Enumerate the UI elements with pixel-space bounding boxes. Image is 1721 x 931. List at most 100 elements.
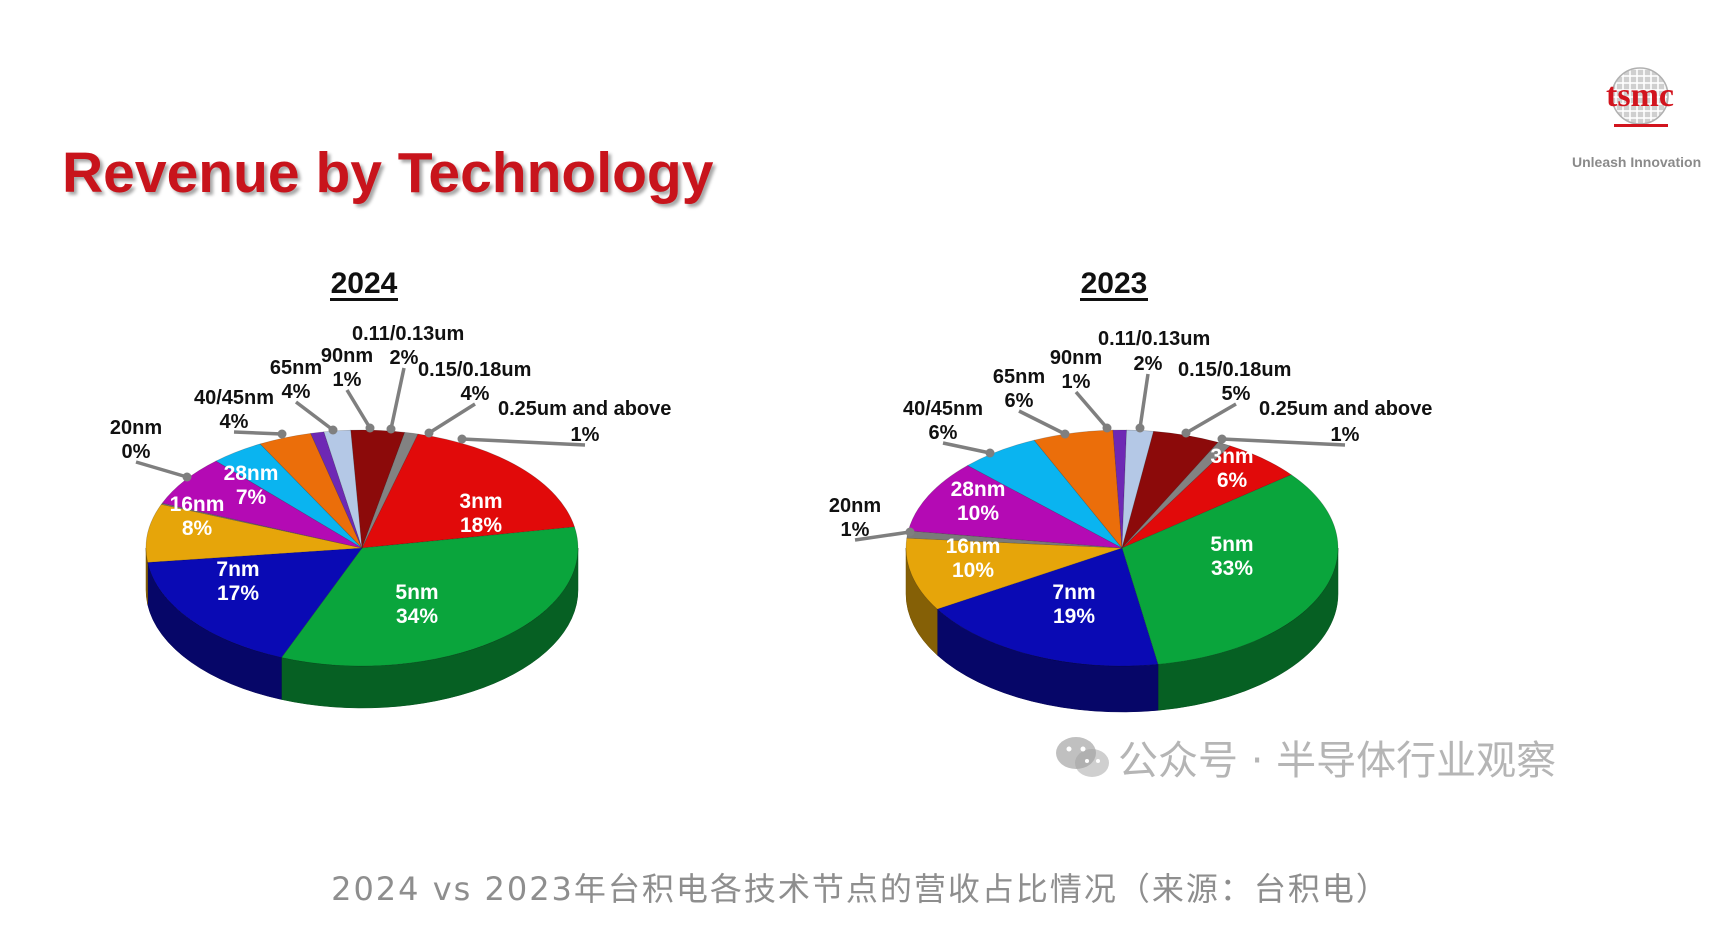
slice-value-3nm: 18% [460,514,502,537]
slice-label-20nm: 20nm [110,417,162,439]
slice-label-3nm: 3nm [459,490,502,513]
leader-dot-90nm [365,423,375,433]
pie-slice-5nm [1121,474,1339,665]
pie-slice-3nm [361,433,575,549]
leader-line-0-15-0-18um [1185,402,1237,435]
slice-value-3nm: 6% [1217,469,1248,492]
pie-slice-65nm [259,433,363,549]
slice-value-0-11-0-13um: 2% [1134,353,1163,375]
leader-line-90nm [345,389,372,429]
pie-slice-16nm [145,503,363,563]
slice-value-0-15-0-18um: 4% [461,383,490,405]
slice-label-16nm: 16nm [946,535,1001,558]
chart-title: 2024 [331,267,398,300]
slice-value-0-25um-and-above: 1% [1331,424,1360,446]
slice-label-0-15-0-18um: 0.15/0.18um [1178,359,1291,381]
slice-value-90nm: 1% [1062,371,1091,393]
slice-label-5nm: 5nm [395,581,438,604]
pie-slice-65nm [1033,429,1123,549]
slice-value-40-45nm: 6% [929,422,958,444]
slice-label-7nm: 7nm [1052,581,1095,604]
pie-slice-40-45nm [215,443,363,549]
leader-dot-0-25um-and-above [1217,434,1227,444]
leader-line-40-45nm [233,430,283,436]
leader-line-65nm [1018,409,1066,436]
leader-line-65nm [294,400,335,432]
slice-value-40-45nm: 4% [220,411,249,433]
pie-slice-0-15-0-18um [350,429,406,549]
pie-slice-0-25um-and-above [1121,441,1231,549]
slice-value-16nm: 8% [182,517,213,540]
slice-label-65nm: 65nm [270,357,322,379]
leader-dot-40-45nm [277,429,287,439]
slice-label-16nm: 16nm [170,493,225,516]
pie-slice-16nm [905,537,1123,610]
slice-value-0-15-0-18um: 5% [1222,383,1251,405]
slice-label-0-25um-and-above: 0.25um and above [1259,398,1432,420]
slice-value-65nm: 4% [282,381,311,403]
leader-line-90nm [1074,390,1109,430]
leader-dot-40-45nm [985,448,995,458]
watermark: 公众号 · 半导体行业观察 [1052,728,1556,786]
pie-labels: 3nm6%5nm33%7nm19%16nm10%20nm1%28nm10%40/… [829,328,1433,628]
slice-value-90nm: 1% [333,369,362,391]
leader-dot-0-25um-and-above [457,434,467,444]
slice-label-28nm: 28nm [951,478,1006,501]
leader-dot-0-15-0-18um [1181,428,1191,438]
pie-slice-5nm [280,526,579,667]
pie-slice-90nm [1112,429,1127,549]
slice-label-40-45nm: 40/45nm [194,387,274,409]
leader-dot-20nm [905,527,915,537]
slice-label-0-15-0-18um: 0.15/0.18um [418,359,531,381]
slice-value-20nm: 0% [122,441,151,463]
pie-slice-28nm [907,465,1123,549]
slice-label-3nm: 3nm [1210,445,1253,468]
watermark-text: 公众号 · 半导体行业观察 [1118,738,1557,784]
slice-label-90nm: 90nm [321,345,373,367]
slice-value-16nm: 10% [952,559,994,582]
slice-value-28nm: 10% [957,502,999,525]
slice-value-65nm: 6% [1005,390,1034,412]
slice-value-28nm: 7% [236,486,267,509]
logo-tagline: Unleash Innovation [1572,154,1702,170]
slice-label-28nm: 28nm [224,462,279,485]
slice-value-20nm: 1% [841,519,870,541]
chart-title-underline [330,298,398,301]
pie-slice-3nm [1121,445,1292,549]
slice-value-7nm: 17% [217,582,259,605]
leader-line-0-25um-and-above [1221,437,1346,447]
tsmc-logo: tsmc [1606,67,1674,127]
pie-slice-0-25um-and-above [361,432,419,549]
pie-top [145,429,579,667]
slice-label-7nm: 7nm [216,558,259,581]
pie-slice-90nm [310,431,363,549]
slice-value-5nm: 33% [1211,557,1253,580]
slice-label-65nm: 65nm [993,366,1045,388]
slice-value-5nm: 34% [396,605,438,628]
slice-label-5nm: 5nm [1210,533,1253,556]
leader-line-0-11-0-13um [1138,373,1150,429]
leader-line-40-45nm [942,441,991,455]
leader-line-0-15-0-18um [428,402,476,435]
slice-label-20nm: 20nm [829,495,881,517]
slice-value-7nm: 19% [1053,605,1095,628]
logo-text: tsmc [1606,77,1674,114]
figure-caption: 2024 vs 2023年台积电各技术节点的营收占比情况（来源：台积电） [331,870,1390,908]
leader-line-0-25um-and-above [461,437,586,447]
leader-dot-20nm [182,472,192,482]
leader-line-0-11-0-13um [389,367,406,430]
pie-slice-40-45nm [967,439,1123,549]
pie-top [905,429,1339,667]
leader-dot-65nm [1060,429,1070,439]
leader-dot-0-15-0-18um [424,428,434,438]
slice-label-0-11-0-13um: 0.11/0.13um [352,323,464,345]
pie-slice-20nm [160,502,363,549]
leader-dot-0-11-0-13um [1135,423,1145,433]
pie-slice-7nm [147,547,363,658]
wechat-icon [1056,737,1109,777]
chart-title-underline [1080,298,1148,301]
